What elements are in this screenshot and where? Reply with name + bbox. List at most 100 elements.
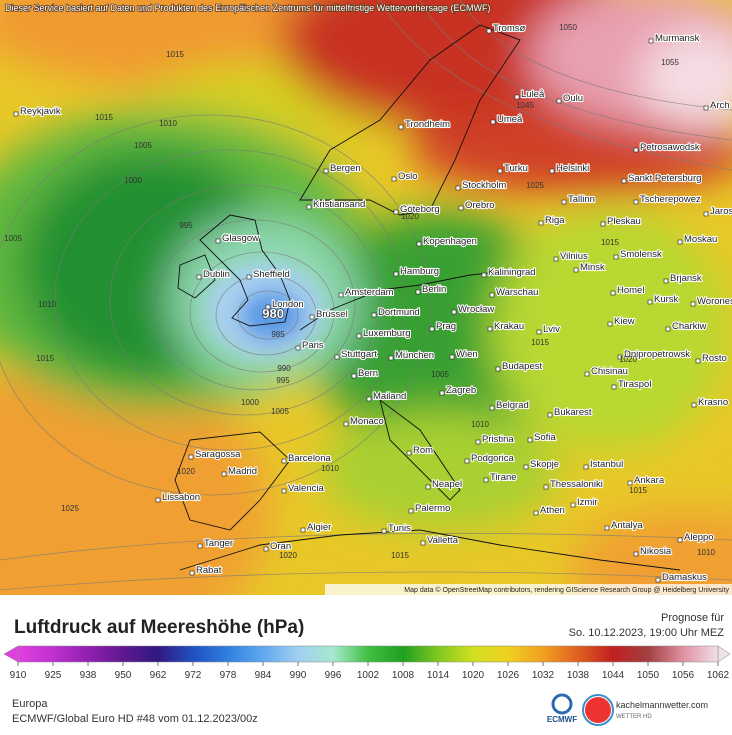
city-marker bbox=[408, 508, 414, 514]
city-marker bbox=[415, 289, 421, 295]
city-marker bbox=[527, 437, 533, 443]
city-label: Valencia bbox=[288, 483, 324, 494]
city-marker bbox=[547, 412, 553, 418]
isobar-label: 1015 bbox=[36, 354, 54, 363]
city-marker bbox=[633, 199, 639, 205]
isobar-label: 1005 bbox=[134, 141, 152, 150]
scale-tick-label: 950 bbox=[115, 670, 132, 681]
isobar-label: 1025 bbox=[61, 504, 79, 513]
city-marker bbox=[611, 384, 617, 390]
city-marker bbox=[406, 450, 412, 456]
city-label: Nikosia bbox=[640, 546, 672, 557]
city-marker bbox=[189, 570, 195, 576]
city-label: Valletta bbox=[427, 535, 459, 546]
info-panel: Luftdruck auf Meereshöhe (hPa) Prognose … bbox=[0, 595, 732, 732]
city-label: Ankara bbox=[634, 475, 665, 486]
city-label: Luxemburg bbox=[363, 328, 411, 339]
city-label: Bergen bbox=[330, 163, 361, 174]
isobar-label: 1010 bbox=[321, 464, 339, 473]
kachelmann-logo-ring bbox=[582, 694, 614, 726]
city-label: Petrosawodsk bbox=[640, 142, 700, 153]
city-label: Moskau bbox=[684, 234, 717, 245]
city-marker bbox=[690, 301, 696, 307]
city-marker bbox=[338, 292, 344, 298]
city-marker bbox=[221, 471, 227, 477]
city-label: Pleskau bbox=[607, 216, 641, 227]
isobar-label: 1050 bbox=[559, 23, 577, 32]
scale-tick-label: 925 bbox=[45, 670, 62, 681]
city-marker bbox=[196, 274, 202, 280]
isobar-label: 1010 bbox=[38, 300, 56, 309]
city-marker bbox=[449, 354, 455, 360]
city-label: Kopenhagen bbox=[423, 236, 477, 247]
city-marker bbox=[533, 510, 539, 516]
city-label: Kiew bbox=[614, 316, 635, 327]
city-label: Bukarest bbox=[554, 407, 592, 418]
city-label: Thessaloniki bbox=[550, 479, 603, 490]
city-marker bbox=[281, 488, 287, 494]
city-label: Stockholm bbox=[462, 180, 506, 191]
scale-tick-label: 1008 bbox=[392, 670, 415, 681]
city-label: Helsinki bbox=[556, 163, 589, 174]
city-marker bbox=[388, 355, 394, 361]
city-marker bbox=[490, 119, 496, 125]
scale-bar bbox=[17, 645, 719, 663]
city-marker bbox=[155, 497, 161, 503]
forecast-time: So. 10.12.2023, 19:00 Uhr MEZ bbox=[568, 627, 724, 639]
city-label: Tscherepowez bbox=[640, 194, 701, 205]
city-marker bbox=[265, 304, 271, 310]
city-label: Dnipropetrowsk bbox=[624, 349, 690, 360]
scale-tick-label: 1050 bbox=[637, 670, 660, 681]
pressure-map: 980 Dieser Service basiert auf Daten und… bbox=[0, 0, 732, 595]
city-label: Glasgow bbox=[222, 233, 259, 244]
city-marker bbox=[573, 267, 579, 273]
city-label: Tunis bbox=[388, 523, 411, 534]
city-marker bbox=[489, 292, 495, 298]
isobar-label: 1010 bbox=[697, 548, 715, 557]
city-marker bbox=[343, 421, 349, 427]
city-marker bbox=[703, 211, 709, 217]
city-marker bbox=[677, 239, 683, 245]
city-label: Sankt Petersburg bbox=[628, 173, 701, 184]
city-marker bbox=[483, 477, 489, 483]
city-label: Brjansk bbox=[670, 273, 702, 284]
low-pressure-center: 980 bbox=[262, 306, 284, 321]
city-marker bbox=[677, 537, 683, 543]
city-marker bbox=[487, 326, 493, 332]
city-label: Dublin bbox=[203, 269, 230, 280]
city-marker bbox=[246, 274, 252, 280]
city-marker bbox=[281, 458, 287, 464]
city-marker bbox=[455, 185, 461, 191]
city-marker bbox=[600, 221, 606, 227]
city-marker bbox=[627, 480, 633, 486]
scale-tick-label: 1062 bbox=[707, 670, 730, 681]
isobar-label: 1015 bbox=[391, 551, 409, 560]
isobar-label: 1020 bbox=[401, 212, 419, 221]
city-marker bbox=[583, 464, 589, 470]
city-marker bbox=[334, 354, 340, 360]
city-label: Charkiw bbox=[672, 321, 706, 332]
city-marker bbox=[309, 314, 315, 320]
city-marker bbox=[604, 525, 610, 531]
city-marker bbox=[429, 326, 435, 332]
city-marker bbox=[393, 209, 399, 215]
city-marker bbox=[13, 111, 19, 117]
city-label: Jaros bbox=[710, 206, 732, 217]
city-marker bbox=[703, 105, 709, 111]
isobar-label: 1010 bbox=[159, 119, 177, 128]
scale-tick-label: 1014 bbox=[427, 670, 450, 681]
city-label: Pristina bbox=[482, 434, 514, 445]
city-label: Zagreb bbox=[446, 385, 476, 396]
scale-tick-label: 1002 bbox=[357, 670, 380, 681]
city-label: Istanbul bbox=[590, 459, 623, 470]
city-marker bbox=[523, 464, 529, 470]
city-label: Prag bbox=[436, 321, 456, 332]
city-marker bbox=[425, 484, 431, 490]
city-label: München bbox=[395, 350, 434, 361]
city-marker bbox=[356, 333, 362, 339]
scale-tick-label: 1056 bbox=[672, 670, 695, 681]
scale-tick-label: 1044 bbox=[602, 670, 625, 681]
city-marker bbox=[561, 199, 567, 205]
isobar-label: 1055 bbox=[661, 58, 679, 67]
isobar-label: 995 bbox=[179, 221, 193, 230]
